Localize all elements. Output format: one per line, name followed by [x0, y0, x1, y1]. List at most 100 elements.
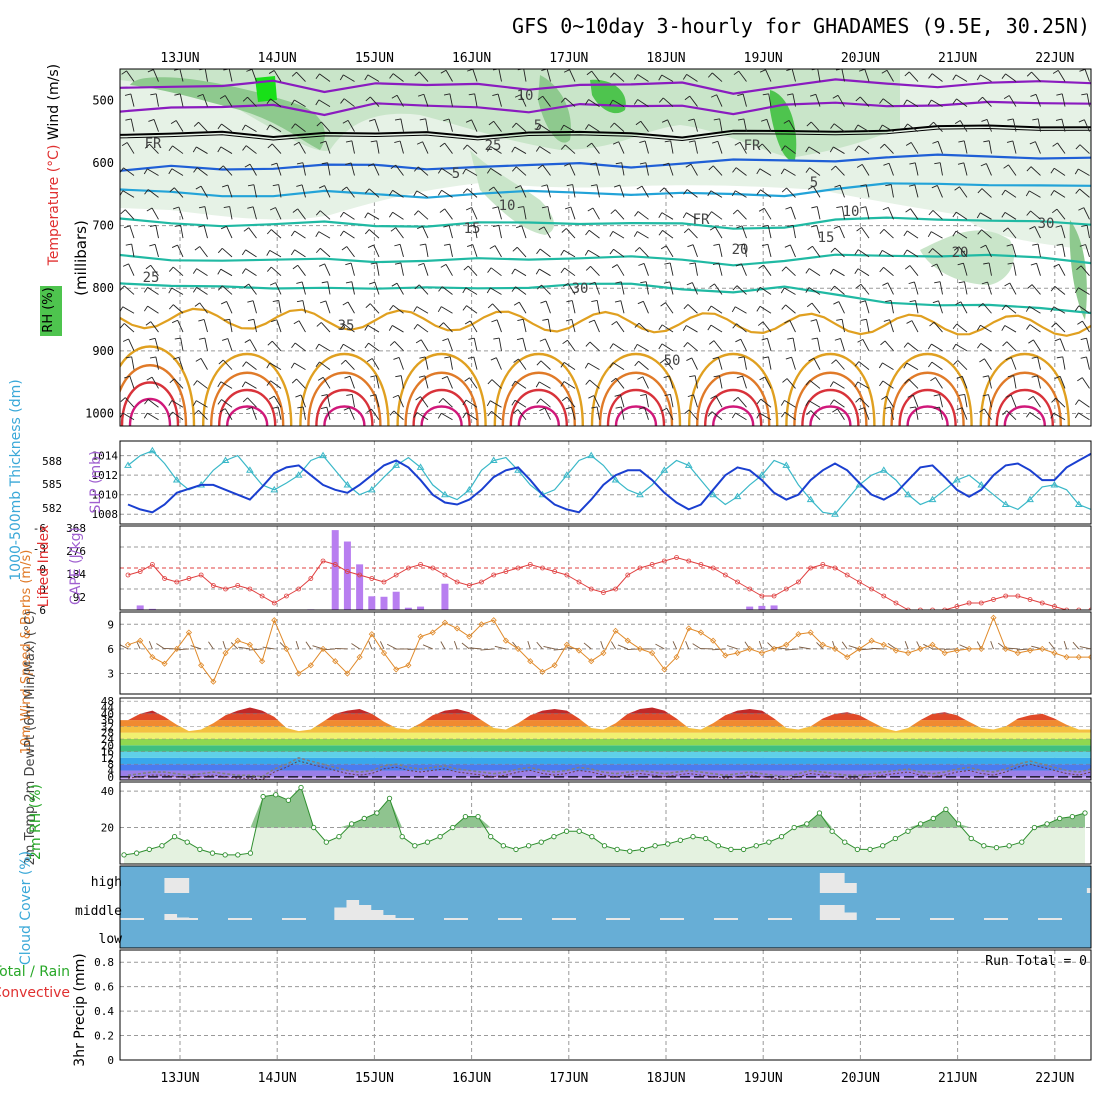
wind-barb: [229, 319, 233, 333]
wind-barb-flag: [633, 231, 638, 237]
wind-barb: [985, 245, 992, 258]
wind-barb-flag: [169, 187, 175, 193]
p3-plot: [120, 614, 1091, 685]
wind10-point: [210, 678, 217, 685]
wind10-point: [978, 645, 985, 652]
wind-barb-flag: [345, 262, 352, 266]
wind10-barb: [440, 641, 446, 650]
wind-barb: [566, 396, 576, 408]
wind-barb-flag: [416, 225, 423, 230]
wind-barb: [961, 407, 968, 420]
wind-barb: [269, 250, 282, 258]
wind-barb: [1004, 189, 1017, 198]
wind-barb-flag: [635, 120, 642, 126]
diurnal-arch-6-3: [712, 405, 755, 426]
cloud-clear-1: [358, 905, 372, 920]
wind-barb: [812, 246, 821, 258]
rh2m-point: [222, 852, 228, 858]
wind-barb: [735, 306, 747, 314]
wind-barb-flag: [242, 397, 248, 403]
wind-barb: [936, 185, 943, 198]
wind-barb: [245, 145, 257, 154]
wind-barb: [938, 300, 943, 314]
pressure-tick-1000: 1000: [85, 406, 114, 420]
wind-barb-flag: [192, 146, 197, 153]
wind-barb-flag: [271, 162, 278, 166]
wind-barb-flag: [174, 224, 181, 227]
thickness-point: [465, 485, 474, 493]
wind-barb: [588, 249, 600, 258]
thickness-point: [441, 490, 449, 498]
wind-barb: [865, 206, 870, 220]
wind-barb-flag: [830, 123, 835, 129]
wind-barb-flag: [511, 122, 517, 128]
lifted-point: [223, 586, 228, 592]
wind10-point: [1087, 654, 1091, 661]
wind-barb-flag: [291, 123, 296, 129]
thickness-point: [660, 466, 669, 473]
wind-barb: [786, 187, 796, 198]
wind-barb-flag: [217, 123, 222, 130]
wind-barb-flag: [389, 305, 394, 311]
wind-barb-flag: [682, 212, 687, 219]
wind-barb-flag: [1031, 356, 1038, 359]
wind-barb-flag: [394, 140, 401, 143]
wind10-point: [844, 654, 851, 661]
lifted-point: [284, 593, 289, 599]
wind10-barb: [672, 641, 677, 650]
wind-barb: [1057, 70, 1066, 82]
precip-tick-0.6: 0.6: [94, 981, 114, 994]
cloud-clear-0: [831, 873, 845, 893]
wind-barb-flag: [640, 281, 647, 284]
wind10-point: [795, 631, 802, 638]
wind-barb: [931, 73, 943, 82]
thickness-point: [221, 456, 230, 464]
wind-barb-flag: [808, 357, 815, 362]
wind-barb-flag: [364, 229, 370, 235]
wind10-barb: [990, 641, 994, 650]
wind-barb-flag: [759, 69, 766, 73]
wind-barb: [247, 96, 257, 107]
wind-barb-flag: [486, 146, 491, 152]
wind-barb: [545, 300, 551, 314]
wind-barb: [465, 412, 478, 421]
wind-barb-flag: [416, 141, 423, 145]
wind-barb: [666, 408, 674, 420]
diurnal-arch-7-0: [785, 353, 876, 426]
wind-barb-flag: [879, 266, 884, 273]
cape-bar: [392, 591, 400, 610]
lifted-point: [698, 562, 704, 567]
wind-barb: [1061, 93, 1066, 107]
wind10-barb: [453, 641, 458, 650]
wind-barb-flag: [242, 361, 247, 367]
wind-barb-flag: [415, 396, 421, 401]
wind-barb: [539, 248, 551, 258]
lifted-point: [966, 600, 972, 606]
wind-barb-flag: [173, 206, 180, 210]
wind-barb-flag: [538, 226, 545, 231]
wind-barb-flag: [462, 399, 467, 406]
lifted-point: [991, 597, 996, 602]
wind-barb: [400, 262, 404, 276]
wind-barb-flag: [785, 356, 792, 360]
cloud-clear-1: [370, 910, 384, 920]
wind-barb: [890, 406, 894, 420]
day-label-bottom: 16JUN: [452, 1071, 491, 1086]
wind-barb-flag: [511, 146, 516, 153]
wind-barb: [664, 359, 674, 370]
wind-barb-flag: [952, 98, 957, 105]
wind-barb: [301, 281, 306, 295]
wind-barb: [515, 286, 527, 295]
lifted-point: [345, 569, 350, 574]
wind-barb: [639, 247, 649, 258]
wind-barb-flag: [806, 302, 813, 308]
wind-barb-flag: [241, 124, 246, 131]
lifted-point: [418, 562, 423, 567]
wind-barb: [392, 211, 404, 220]
wind-barb: [571, 319, 576, 333]
wind-barb: [547, 319, 551, 333]
wind-barb: [687, 304, 698, 314]
wind-barb: [294, 123, 306, 132]
wind-barb: [425, 244, 429, 257]
wind-barb: [931, 361, 943, 370]
